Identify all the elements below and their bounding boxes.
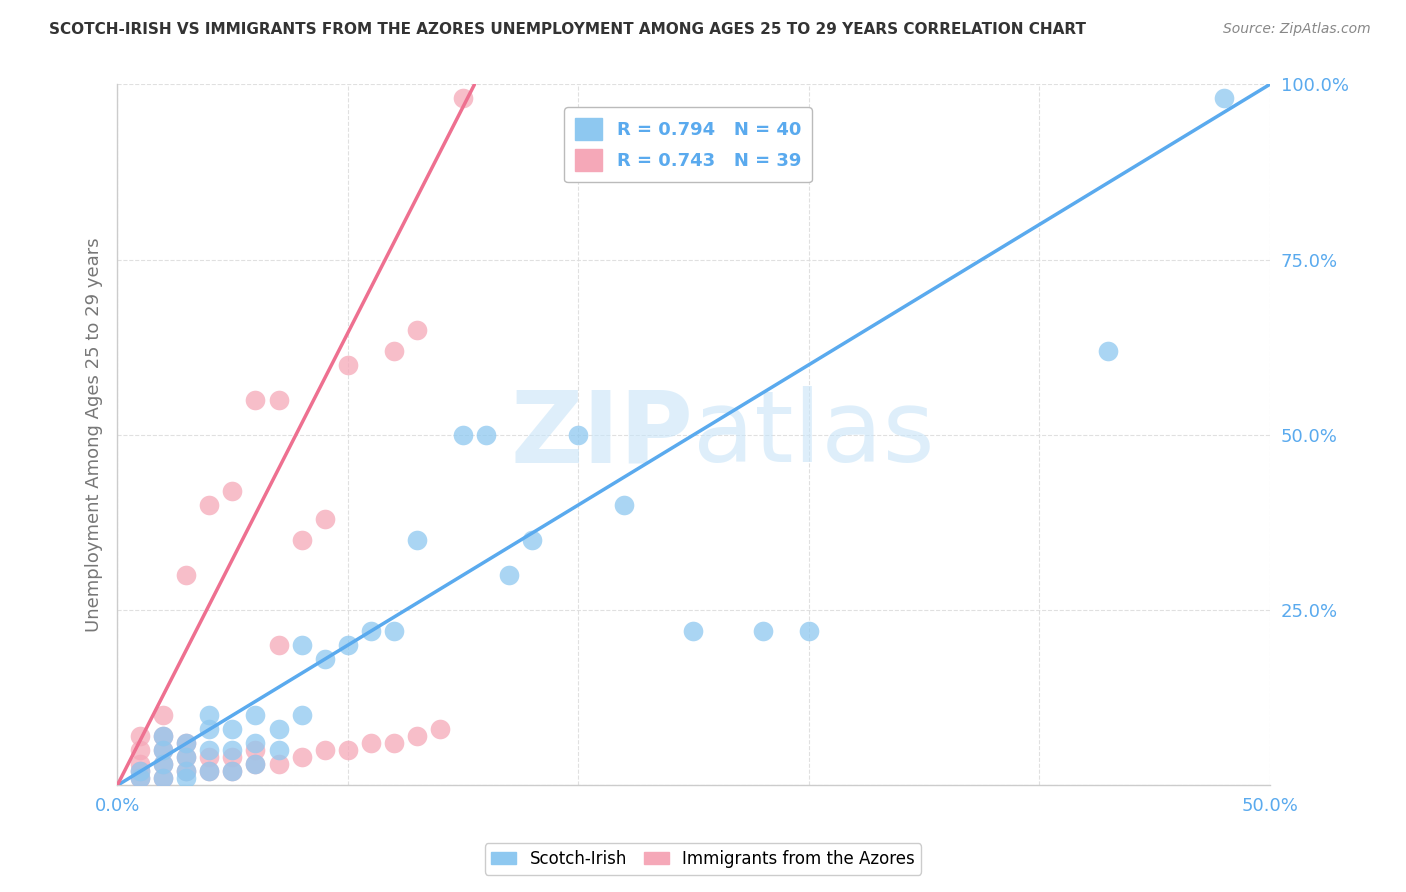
Text: Source: ZipAtlas.com: Source: ZipAtlas.com <box>1223 22 1371 37</box>
Point <box>382 343 405 358</box>
Point <box>360 736 382 750</box>
Point <box>198 723 221 737</box>
Point <box>176 736 198 750</box>
Point <box>291 533 314 547</box>
Point <box>198 750 221 764</box>
Point <box>198 498 221 512</box>
Legend: R = 0.794   N = 40, R = 0.743   N = 39: R = 0.794 N = 40, R = 0.743 N = 39 <box>564 108 811 182</box>
Point <box>291 638 314 652</box>
Point <box>129 743 152 757</box>
Point <box>267 392 290 407</box>
Point <box>336 358 359 372</box>
Point <box>336 638 359 652</box>
Text: ZIP: ZIP <box>510 386 693 483</box>
Point <box>221 743 243 757</box>
Point <box>176 736 198 750</box>
Point <box>567 428 589 442</box>
Point <box>221 764 243 779</box>
Point <box>152 772 174 786</box>
Point <box>1097 343 1119 358</box>
Point <box>1212 91 1234 105</box>
Point <box>291 708 314 723</box>
Point <box>245 757 267 772</box>
Point <box>152 743 174 757</box>
Point <box>245 743 267 757</box>
Point <box>382 736 405 750</box>
Point <box>314 512 336 526</box>
Point <box>682 624 704 639</box>
Point <box>267 638 290 652</box>
Point <box>498 568 520 582</box>
Point <box>176 764 198 779</box>
Point <box>129 730 152 744</box>
Point <box>405 730 427 744</box>
Point <box>152 743 174 757</box>
Point <box>198 764 221 779</box>
Point <box>751 624 773 639</box>
Text: SCOTCH-IRISH VS IMMIGRANTS FROM THE AZORES UNEMPLOYMENT AMONG AGES 25 TO 29 YEAR: SCOTCH-IRISH VS IMMIGRANTS FROM THE AZOR… <box>49 22 1087 37</box>
Point <box>336 743 359 757</box>
Point <box>152 757 174 772</box>
Point <box>129 757 152 772</box>
Point <box>382 624 405 639</box>
Point <box>152 730 174 744</box>
Point <box>198 764 221 779</box>
Point <box>405 323 427 337</box>
Point <box>314 743 336 757</box>
Point <box>129 772 152 786</box>
Point <box>245 708 267 723</box>
Point <box>176 750 198 764</box>
Point <box>451 91 474 105</box>
Point <box>475 428 498 442</box>
Point <box>152 730 174 744</box>
Point <box>245 736 267 750</box>
Point <box>176 772 198 786</box>
Point <box>129 764 152 779</box>
Point <box>152 772 174 786</box>
Point <box>405 533 427 547</box>
Point <box>451 428 474 442</box>
Point <box>520 533 543 547</box>
Point <box>152 757 174 772</box>
Point <box>613 498 636 512</box>
Point <box>267 757 290 772</box>
Point <box>360 624 382 639</box>
Point <box>221 483 243 498</box>
Point <box>797 624 820 639</box>
Point <box>198 743 221 757</box>
Point <box>245 392 267 407</box>
Legend: Scotch-Irish, Immigrants from the Azores: Scotch-Irish, Immigrants from the Azores <box>485 844 921 875</box>
Point <box>267 743 290 757</box>
Point <box>176 764 198 779</box>
Point <box>176 750 198 764</box>
Point <box>221 750 243 764</box>
Point <box>176 568 198 582</box>
Point <box>129 772 152 786</box>
Point <box>221 723 243 737</box>
Y-axis label: Unemployment Among Ages 25 to 29 years: Unemployment Among Ages 25 to 29 years <box>86 237 103 632</box>
Point <box>314 652 336 666</box>
Text: atlas: atlas <box>693 386 935 483</box>
Point <box>291 750 314 764</box>
Point <box>245 757 267 772</box>
Point <box>267 723 290 737</box>
Point <box>221 764 243 779</box>
Point <box>198 708 221 723</box>
Point <box>429 723 451 737</box>
Point <box>129 764 152 779</box>
Point <box>152 708 174 723</box>
